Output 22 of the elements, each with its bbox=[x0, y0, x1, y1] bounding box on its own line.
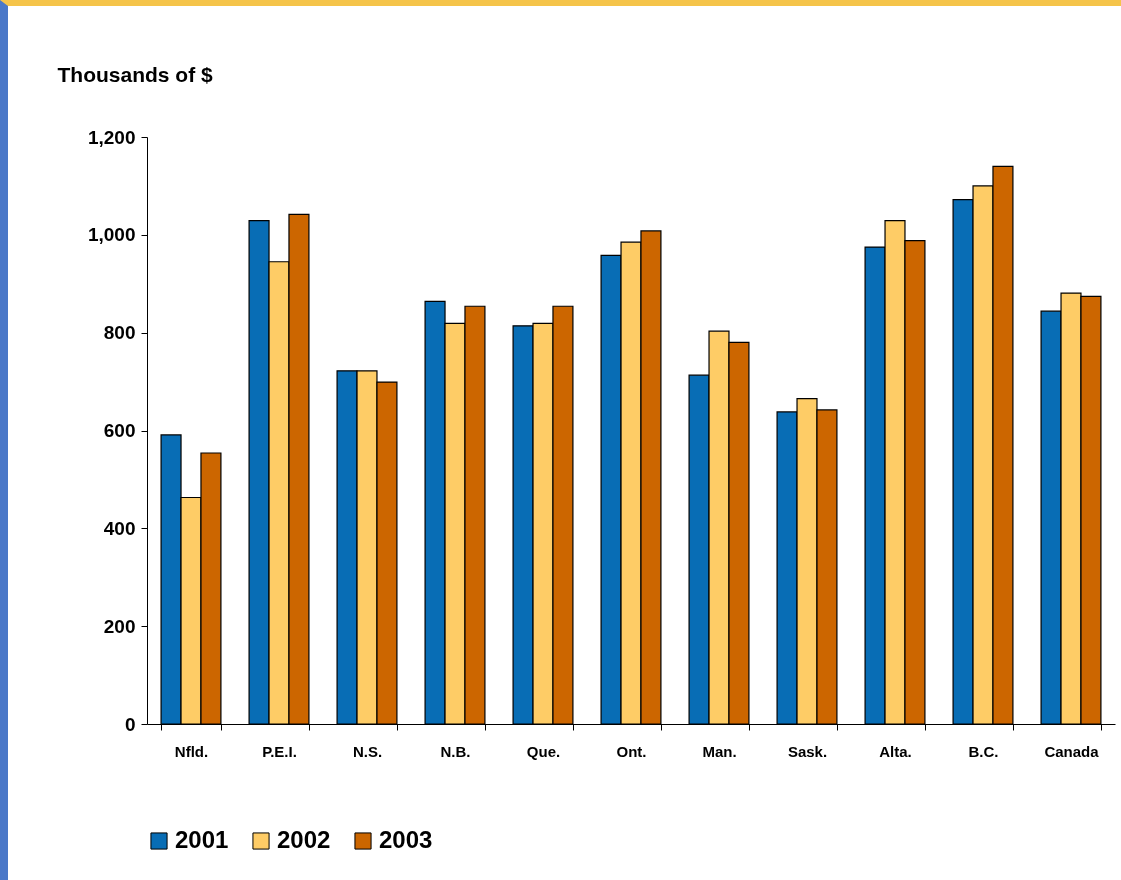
y-axis-title: Thousands of $ bbox=[57, 62, 213, 86]
x-tick-label: Sask. bbox=[787, 742, 828, 760]
y-tick-label: 200 bbox=[103, 615, 136, 637]
legend-label: 2003 bbox=[379, 826, 433, 853]
y-tick-label: 600 bbox=[103, 420, 136, 441]
x-tick-label: P.E.I. bbox=[262, 742, 297, 760]
y-tick-label: 0 bbox=[124, 713, 136, 735]
x-tick-label: Canada bbox=[1044, 742, 1100, 760]
legend-label: 2001 bbox=[175, 826, 229, 853]
y-tick-label: 800 bbox=[103, 322, 136, 344]
x-tick-label: Man. bbox=[702, 742, 737, 760]
x-tick-label: Alta. bbox=[879, 742, 912, 760]
x-tick-label: Nfld. bbox=[174, 742, 209, 760]
y-tick-label: 1,000 bbox=[87, 224, 136, 246]
x-tick-label: N.S. bbox=[352, 742, 383, 760]
legend-label: 2002 bbox=[277, 826, 331, 853]
y-tick-label: 400 bbox=[103, 517, 136, 539]
x-tick-label: Ont. bbox=[616, 742, 647, 760]
x-tick-label: Que. bbox=[526, 742, 561, 760]
x-tick-label: N.B. bbox=[440, 742, 471, 760]
x-tick-label: B.C. bbox=[968, 742, 999, 760]
y-tick-label: 1,200 bbox=[87, 126, 136, 148]
